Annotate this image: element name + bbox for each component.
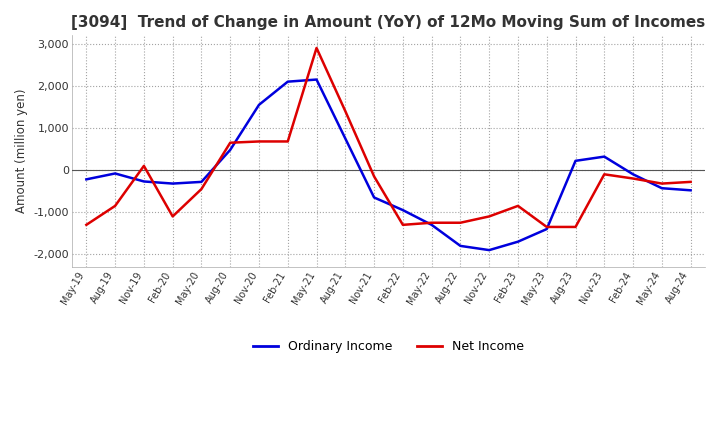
Ordinary Income [370,195,379,200]
Ordinary Income [111,171,120,176]
Net Income [657,181,666,186]
Net Income [111,203,120,209]
Net Income [686,179,695,184]
Net Income [513,203,522,209]
Net Income [485,214,493,219]
Ordinary Income [428,222,436,227]
Net Income [312,45,321,51]
Ordinary Income [456,243,464,249]
Legend: Ordinary Income, Net Income: Ordinary Income, Net Income [248,335,529,358]
Ordinary Income [226,147,235,153]
Net Income [456,220,464,225]
Ordinary Income [513,239,522,244]
Net Income [284,139,292,144]
Net Income [571,224,580,230]
Ordinary Income [571,158,580,164]
Ordinary Income [284,79,292,84]
Line: Net Income: Net Income [86,48,690,227]
Net Income [629,176,637,181]
Title: [3094]  Trend of Change in Amount (YoY) of 12Mo Moving Sum of Incomes: [3094] Trend of Change in Amount (YoY) o… [71,15,706,30]
Ordinary Income [140,179,148,184]
Net Income [197,187,206,192]
Net Income [140,163,148,169]
Net Income [428,220,436,225]
Ordinary Income [82,177,91,182]
Ordinary Income [657,186,666,191]
Net Income [82,222,91,227]
Ordinary Income [686,188,695,193]
Net Income [600,172,608,177]
Ordinary Income [542,227,551,232]
Y-axis label: Amount (million yen): Amount (million yen) [15,89,28,213]
Net Income [341,109,350,114]
Net Income [255,139,264,144]
Ordinary Income [197,179,206,184]
Ordinary Income [399,208,408,213]
Ordinary Income [312,77,321,82]
Net Income [370,174,379,179]
Net Income [226,140,235,145]
Net Income [399,222,408,227]
Ordinary Income [600,154,608,159]
Net Income [542,224,551,230]
Ordinary Income [255,102,264,107]
Ordinary Income [341,136,350,141]
Ordinary Income [629,172,637,177]
Ordinary Income [485,247,493,253]
Ordinary Income [168,181,177,186]
Line: Ordinary Income: Ordinary Income [86,80,690,250]
Net Income [168,214,177,219]
